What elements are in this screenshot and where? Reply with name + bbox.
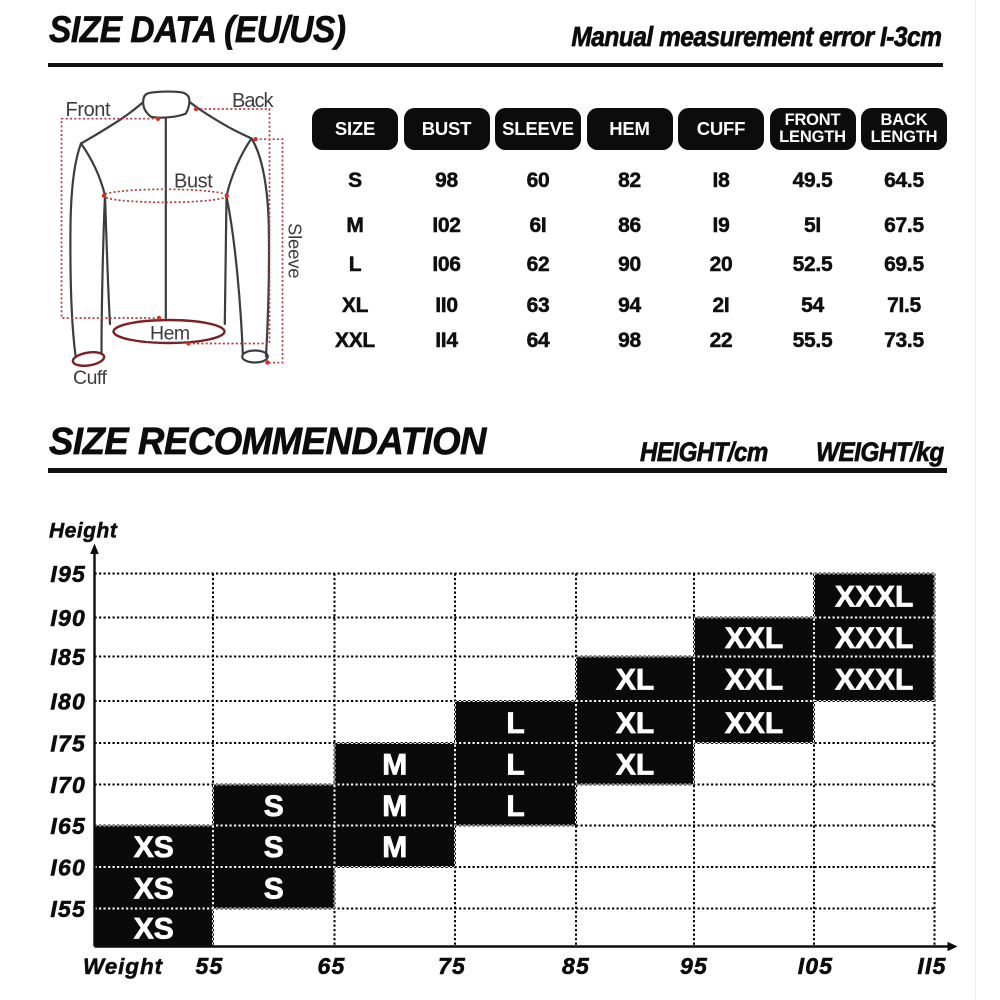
svg-text:XL: XL: [616, 707, 654, 740]
svg-text:II5: II5: [917, 953, 946, 979]
svg-text:M: M: [382, 790, 407, 823]
svg-text:I75: I75: [50, 730, 86, 756]
svg-text:I55: I55: [50, 896, 86, 922]
svg-text:I95: I95: [50, 561, 86, 587]
svg-text:Sleeve: Sleeve: [285, 223, 306, 278]
svg-text:I80: I80: [50, 688, 86, 714]
svg-text:XS: XS: [134, 912, 174, 945]
svg-text:Front: Front: [66, 99, 112, 121]
svg-text:XXXL: XXXL: [835, 580, 913, 613]
svg-text:L: L: [506, 790, 524, 823]
svg-text:XXL: XXL: [725, 707, 783, 740]
svg-text:75: 75: [438, 953, 466, 979]
svg-text:XL: XL: [616, 749, 654, 782]
svg-text:XS: XS: [134, 873, 174, 906]
svg-text:Height: Height: [49, 520, 118, 543]
svg-text:Cuff: Cuff: [73, 367, 107, 389]
svg-text:Back: Back: [232, 90, 274, 112]
svg-text:65: 65: [318, 953, 346, 979]
svg-text:XXXL: XXXL: [835, 622, 913, 655]
svg-text:XXL: XXL: [725, 622, 783, 655]
svg-text:Weight: Weight: [83, 954, 164, 979]
svg-text:S: S: [264, 873, 284, 906]
svg-text:S: S: [264, 790, 284, 823]
svg-text:Hem: Hem: [150, 323, 190, 345]
svg-text:M: M: [382, 831, 407, 864]
svg-text:85: 85: [562, 953, 590, 979]
svg-text:I60: I60: [50, 854, 86, 880]
svg-text:I65: I65: [50, 813, 86, 839]
svg-text:I85: I85: [50, 644, 86, 670]
svg-text:Bust: Bust: [174, 171, 213, 193]
svg-text:I05: I05: [798, 953, 834, 979]
svg-text:L: L: [506, 707, 524, 740]
svg-text:XL: XL: [616, 664, 654, 697]
svg-text:55: 55: [196, 953, 224, 979]
svg-text:L: L: [506, 749, 524, 782]
svg-text:I70: I70: [50, 772, 86, 798]
svg-text:M: M: [382, 749, 407, 782]
svg-text:95: 95: [680, 953, 708, 979]
svg-text:XXXL: XXXL: [835, 664, 913, 697]
svg-text:XS: XS: [134, 831, 174, 864]
svg-text:S: S: [264, 831, 284, 864]
svg-text:XXL: XXL: [725, 664, 783, 697]
svg-text:I90: I90: [50, 605, 86, 631]
